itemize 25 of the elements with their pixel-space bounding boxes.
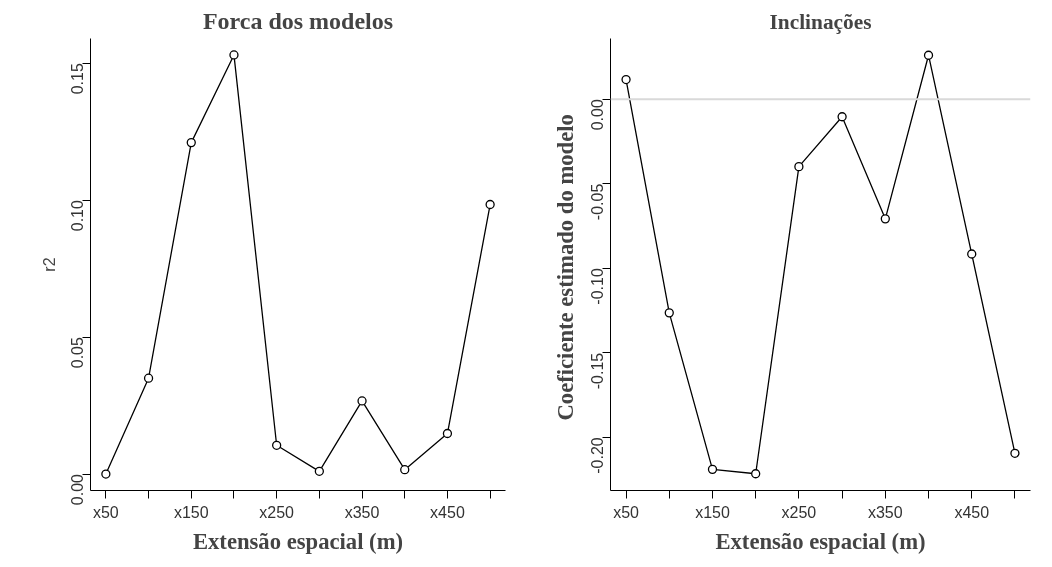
x-axis-title: Extensão espacial (m) (192, 528, 404, 554)
y-tick-label: -0.20 (589, 437, 607, 474)
y-axis-title: Coeficiente estimado do modelo (552, 114, 578, 421)
y-tick-label: 0.00 (589, 99, 607, 131)
chart-title: Inclinações (769, 9, 872, 34)
x-tick-label: x450 (430, 503, 465, 521)
x-axis-title: Extensão espacial (m) (715, 528, 926, 554)
y-tick-label: 0.00 (69, 473, 87, 506)
x-tick-label: x450 (954, 503, 990, 521)
x-tick-label: x350 (867, 503, 903, 521)
x-tick-label: x250 (259, 503, 295, 521)
y-tick-label: 0.10 (69, 200, 87, 232)
y-tick-label: 0.15 (69, 63, 87, 95)
x-tick-label: x150 (173, 503, 209, 521)
x-tick-label: x250 (781, 503, 817, 521)
y-axis-title: r2 (40, 257, 58, 272)
x-tick-label: x50 (613, 503, 640, 521)
y-tick-label: -0.05 (589, 183, 607, 221)
y-tick-label: -0.15 (589, 352, 607, 390)
chart-title: Forca dos modelos (202, 7, 394, 34)
x-tick-label: x50 (92, 503, 119, 521)
x-tick-label: x350 (344, 503, 380, 521)
x-tick-label: x150 (695, 503, 730, 521)
y-tick-label: -0.10 (589, 268, 607, 305)
y-tick-label: 0.05 (69, 336, 87, 369)
